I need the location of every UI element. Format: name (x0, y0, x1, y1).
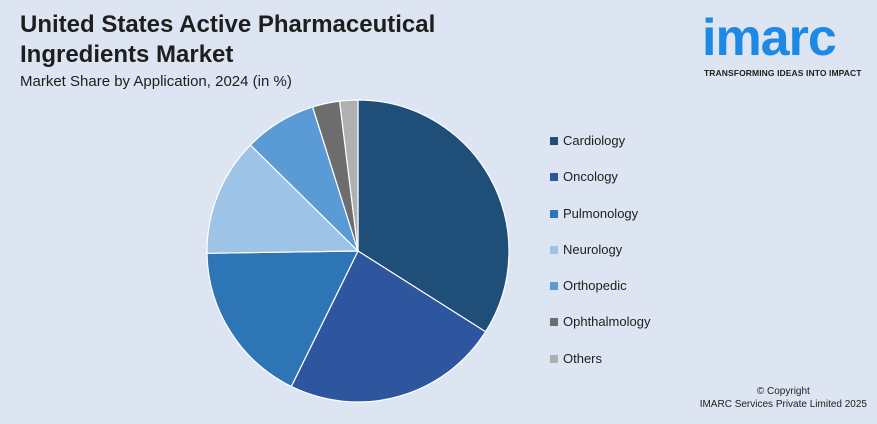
copyright-line: © Copyright (756, 386, 810, 397)
pie-chart (206, 99, 510, 403)
legend-swatch (550, 209, 558, 218)
pie-slice-others (338, 99, 359, 252)
legend-item: Ophthalmology (550, 314, 650, 350)
pie-slice-pulmonology (206, 250, 359, 388)
legend-label: Orthopedic (563, 278, 627, 294)
legend-item: Pulmonology (550, 206, 650, 242)
legend-swatch (550, 173, 558, 182)
chart-subtitle: Market Share by Application, 2024 (in %) (20, 73, 292, 90)
legend-swatch (550, 137, 558, 145)
legend-item: Neurology (550, 242, 650, 278)
legend-swatch (550, 354, 558, 363)
legend-label: Others (563, 350, 603, 366)
pie-slice-neurology (206, 144, 360, 254)
legend-label: Cardiology (563, 133, 626, 148)
legend-label: Neurology (563, 241, 623, 257)
legend-swatch (550, 318, 558, 327)
copyright-notice: © Copyright IMARC Services Private Limit… (700, 385, 867, 411)
legend-label: Oncology (563, 169, 618, 185)
imarc-logo: imarc TRANSFORMING IDEAS INTO IMPACT (700, 6, 872, 82)
legend-item: Cardiology (550, 133, 650, 169)
legend-label: Pulmonology (563, 205, 639, 221)
legend-item: Orthopedic (550, 278, 650, 314)
logo-tagline: TRANSFORMING IDEAS INTO IMPACT (704, 68, 862, 78)
logo-wordmark: imarc (702, 9, 837, 67)
legend-swatch (550, 245, 558, 254)
copyright-company: IMARC Services Private Limited 2025 (699, 399, 867, 410)
chart-title: United States Active Pharmaceutical Ingr… (20, 11, 436, 68)
legend-item: Oncology (550, 169, 650, 205)
legend-item: Others (550, 351, 650, 387)
pie-slice-cardiology (357, 99, 510, 333)
legend-label: Ophthalmology (563, 314, 651, 330)
legend-swatch (550, 282, 558, 291)
chart-legend: Cardiology Oncology Pulmonology Neurology Or… (550, 133, 650, 387)
